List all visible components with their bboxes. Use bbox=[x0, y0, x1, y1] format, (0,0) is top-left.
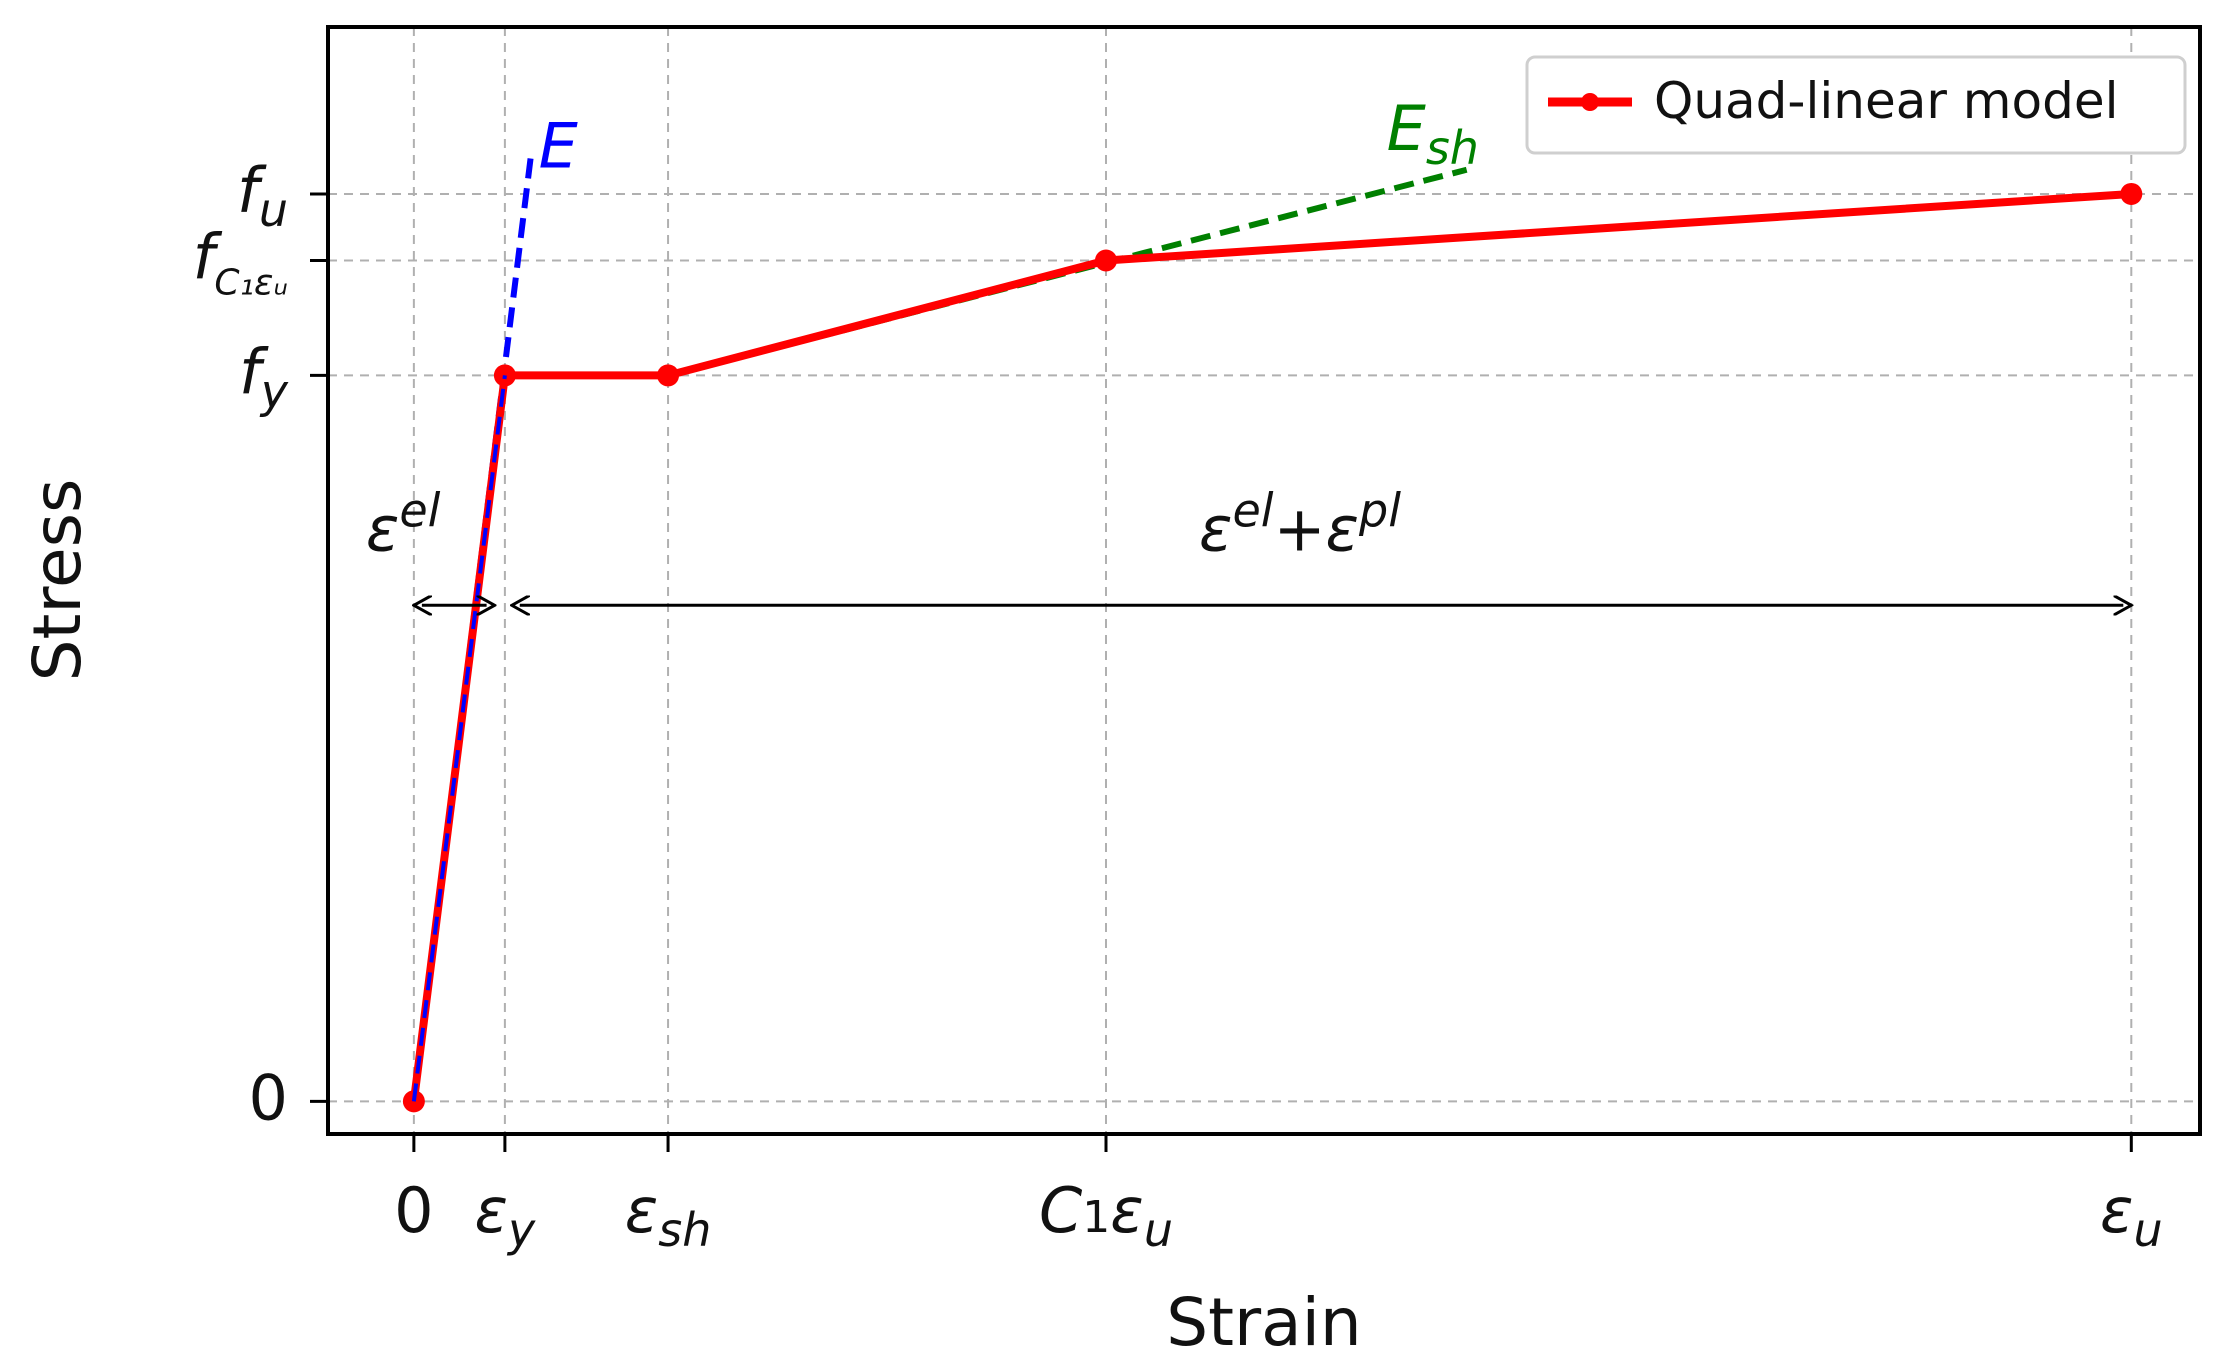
y-axis-label: Stress bbox=[19, 479, 96, 682]
quad-linear-line bbox=[409, 189, 2132, 1102]
x-axis-label: Strain bbox=[1166, 1284, 1362, 1361]
x-tick-label: εu bbox=[2100, 1174, 2163, 1257]
plot-frame bbox=[326, 25, 2202, 1136]
data-series bbox=[402, 182, 2143, 1113]
y-tick-label: 0 bbox=[249, 1061, 288, 1134]
data-point bbox=[2120, 182, 2143, 205]
y-tick-label: fu bbox=[237, 154, 288, 237]
e-reference-overlay bbox=[411, 375, 507, 1102]
legend-marker bbox=[1581, 93, 1599, 111]
esh-reference-label: Esh bbox=[1387, 92, 1479, 175]
x-tick-label: εy bbox=[475, 1174, 537, 1257]
grid bbox=[328, 27, 2200, 1134]
strain-range-label: εel+εpl bbox=[1199, 483, 1401, 565]
legend-label: Quad-linear model bbox=[1654, 72, 2118, 130]
x-tick-label: εsh bbox=[625, 1174, 712, 1257]
data-point bbox=[657, 364, 680, 387]
annotations: εel εel+εpl bbox=[366, 483, 2123, 605]
data-point bbox=[1094, 249, 1117, 272]
e-reference-label: E bbox=[539, 110, 579, 183]
legend-box bbox=[1525, 55, 2187, 155]
strain-range-label: εel bbox=[366, 483, 441, 565]
x-tick-label: 0 bbox=[394, 1174, 433, 1247]
y-tick-label: fy bbox=[239, 335, 289, 418]
x-tick-label: C1εu bbox=[1039, 1174, 1173, 1257]
legend: Quad-linear model bbox=[1525, 55, 2187, 155]
